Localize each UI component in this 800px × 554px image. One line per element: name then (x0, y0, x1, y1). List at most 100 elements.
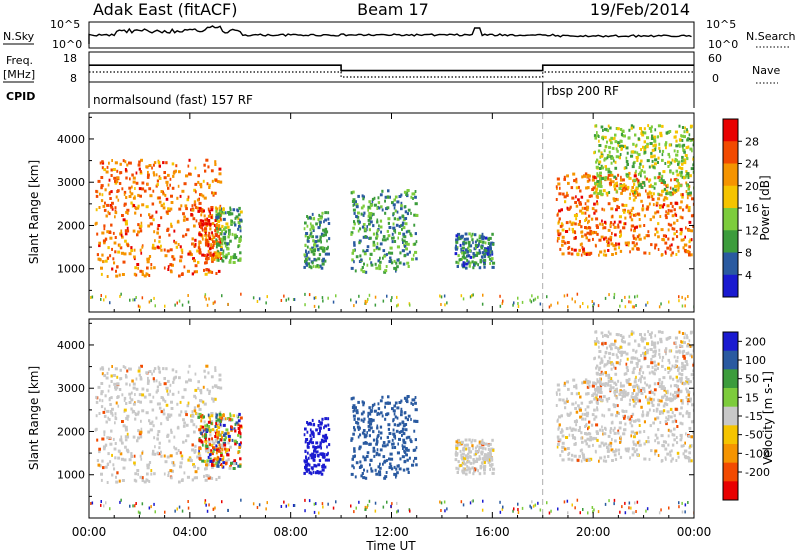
velocity-ylabel: Slant Range [km] (27, 366, 41, 470)
power-scatter-cell (124, 222, 128, 226)
power-scatter-cell (517, 302, 519, 305)
power-scatter-cell (321, 262, 325, 266)
velocity-scatter-cell (103, 430, 106, 434)
power-scatter-cell (393, 206, 396, 210)
power-scatter-cell (681, 155, 684, 159)
power-scatter-cell (687, 192, 690, 196)
velocity-scatter-cell (357, 400, 360, 404)
colorbar-swatch (723, 425, 738, 445)
x-tick-label: 00:00 (72, 525, 107, 539)
velocity-scatter-cell (212, 446, 215, 450)
velocity-scatter-cell (595, 382, 598, 386)
velocity-scatter-cell (227, 458, 230, 462)
power-scatter-cell (169, 183, 171, 187)
power-scatter-cell (366, 245, 370, 249)
power-scatter-cell (207, 214, 211, 218)
velocity-scatter-cell (100, 478, 103, 482)
power-scatter-cell (608, 191, 611, 194)
power-scatter-cell (138, 160, 141, 164)
power-scatter-cell (146, 266, 149, 270)
power-scatter-cell (152, 163, 155, 167)
power-scatter-cell (570, 252, 574, 256)
velocity-scatter-cell (239, 457, 242, 461)
velocity-scatter-cell (401, 429, 404, 433)
velocity-scatter-cell (465, 454, 468, 458)
power-scatter-cell (119, 294, 121, 298)
velocity-scatter-cell (194, 476, 198, 480)
velocity-scatter-cell (392, 409, 396, 413)
power-scatter-cell (661, 179, 665, 183)
velocity-scatter-cell (633, 380, 637, 384)
power-scatter-cell (103, 227, 106, 231)
power-scatter-cell (324, 227, 328, 231)
power-scatter-cell (601, 136, 604, 140)
power-scatter-cell (357, 229, 360, 233)
power-scatter-cell (355, 215, 358, 218)
velocity-scatter-cell (219, 433, 222, 437)
power-scatter-cell (228, 232, 231, 236)
power-scatter-cell (676, 235, 679, 239)
power-scatter-cell (685, 146, 689, 150)
power-scatter-cell (606, 243, 610, 247)
power-scatter-cell (392, 222, 395, 226)
power-scatter-cell (146, 257, 149, 261)
power-scatter-cell (468, 254, 471, 258)
velocity-scatter-cell (596, 337, 598, 341)
power-scatter-cell (389, 246, 393, 250)
velocity-scatter-cell (138, 393, 142, 397)
power-scatter-cell (145, 165, 149, 169)
velocity-scatter-cell (641, 336, 644, 340)
power-scatter-cell (409, 303, 411, 307)
power-scatter-cell (634, 295, 636, 299)
power-scatter-cell (517, 296, 519, 300)
power-scatter-cell (459, 243, 462, 247)
velocity-scatter-cell (668, 349, 672, 353)
velocity-scatter-cell (606, 446, 609, 450)
velocity-scatter-cell (217, 460, 220, 464)
velocity-scatter-cell (658, 348, 661, 352)
velocity-scatter-cell (684, 441, 686, 445)
velocity-scatter-cell (688, 426, 692, 430)
power-scatter-cell (204, 218, 208, 222)
power-scatter-cell (615, 184, 619, 188)
velocity-scatter-cell (107, 416, 110, 420)
power-scatter-cell (194, 264, 198, 268)
velocity-scatter-cell (401, 420, 405, 424)
velocity-scatter-cell (227, 441, 230, 445)
velocity-scatter-cell (682, 414, 685, 418)
velocity-scatter-cell (197, 466, 200, 470)
velocity-scatter-cell (624, 390, 627, 394)
velocity-scatter-cell (578, 391, 580, 395)
power-scatter-cell (372, 243, 376, 247)
power-scatter-cell (652, 165, 655, 169)
power-scatter-cell (690, 138, 693, 142)
velocity-scatter-cell (690, 444, 693, 448)
velocity-scatter-cell (594, 415, 598, 419)
power-scatter-cell (412, 253, 415, 257)
power-scatter-cell (198, 222, 202, 226)
power-scatter-cell (483, 261, 486, 265)
velocity-scatter-cell (460, 440, 464, 444)
power-scatter-cell (327, 217, 330, 221)
power-scatter-cell (658, 179, 662, 182)
velocity-scatter-cell (670, 449, 673, 453)
velocity-scatter-cell (616, 410, 619, 414)
velocity-scatter-cell (675, 419, 678, 423)
y-tick-label: 4000 (57, 339, 85, 352)
velocity-scatter-cell (462, 470, 466, 474)
power-scatter-cell (99, 192, 101, 196)
power-scatter-cell (201, 253, 205, 257)
velocity-scatter-cell (218, 373, 222, 377)
velocity-scatter-cell (391, 446, 394, 450)
power-scatter-cell (501, 301, 504, 305)
velocity-scatter-cell (158, 402, 161, 406)
velocity-scatter-cell (121, 393, 124, 397)
power-scatter-cell (318, 305, 320, 309)
velocity-scatter-cell (681, 340, 685, 344)
velocity-scatter-cell (596, 386, 600, 389)
velocity-scatter-cell (358, 445, 362, 449)
velocity-scatter-cell (593, 397, 596, 401)
power-scatter-cell (597, 135, 600, 138)
velocity-scatter-cell (137, 412, 140, 416)
